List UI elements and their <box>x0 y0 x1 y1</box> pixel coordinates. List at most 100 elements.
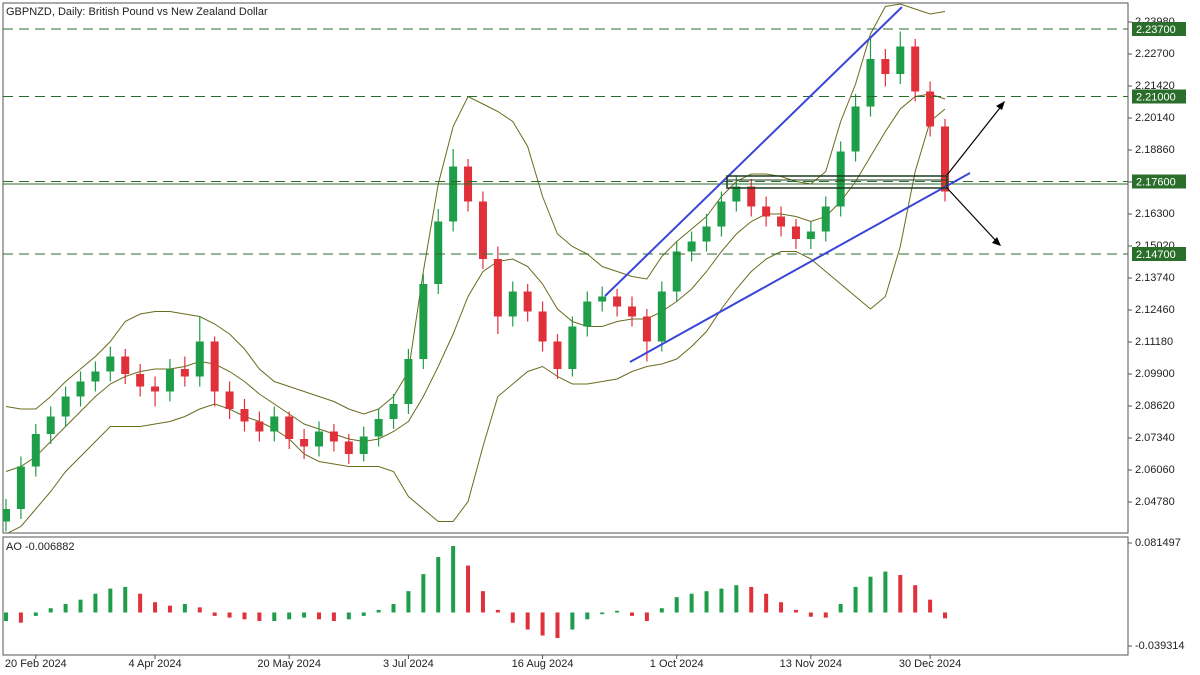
y-tick-label: 2.12460 <box>1135 304 1175 316</box>
candle-body <box>613 296 622 307</box>
level-label-box <box>1132 247 1186 261</box>
arrow-up <box>946 103 1004 176</box>
ao-bar <box>719 588 724 613</box>
y-tick-label: 2.21420 <box>1135 80 1175 92</box>
y-tick-label: 2.08620 <box>1135 400 1175 412</box>
ao-bar <box>287 612 292 620</box>
candle-body <box>165 369 174 392</box>
candle-body <box>508 291 517 317</box>
candle-body <box>151 386 160 392</box>
candle-body <box>568 326 577 369</box>
ao-bar <box>451 545 456 613</box>
x-tick-label: 4 Apr 2024 <box>128 658 181 670</box>
ao-bar <box>167 605 172 613</box>
candle-body <box>434 221 443 284</box>
y-tick-label: -0.039314 <box>1135 640 1185 652</box>
ao-bar <box>346 612 351 620</box>
ao-bar <box>943 612 947 619</box>
candle-body <box>777 216 786 227</box>
level-label-box <box>1132 174 1186 189</box>
candle-body <box>136 374 145 387</box>
y-tick-label: 2.04780 <box>1135 496 1175 508</box>
ao-bar <box>78 599 83 613</box>
ao-bar <box>257 612 262 622</box>
ao-bar <box>108 588 113 613</box>
ao-bar <box>868 576 873 613</box>
candle-body <box>225 391 234 409</box>
candle-body <box>478 201 487 259</box>
candle-body <box>210 341 219 392</box>
ao-bar <box>689 593 694 613</box>
candle-body <box>315 431 323 447</box>
candle-body <box>762 206 771 217</box>
ao-bar <box>644 612 649 622</box>
candle-body <box>300 439 309 447</box>
ao-bar <box>898 574 903 613</box>
candle-body <box>583 301 592 327</box>
ao-bar <box>883 571 888 613</box>
candle-body <box>255 421 264 432</box>
ao-bar <box>808 612 813 617</box>
trend-line-lower <box>629 172 971 363</box>
candle-body <box>791 226 800 239</box>
y-tick-label: 2.22700 <box>1135 48 1175 60</box>
ao-bar <box>570 612 575 630</box>
annotations <box>3 6 1128 363</box>
candle-body <box>61 396 70 417</box>
trend-line-upper <box>604 6 903 297</box>
ao-bar <box>659 608 664 613</box>
candle-body <box>16 466 25 509</box>
ao-bar <box>361 612 366 616</box>
candle-body <box>866 59 875 107</box>
x-tick-label: 3 Jul 2024 <box>383 658 434 670</box>
candle-body <box>881 59 890 74</box>
ao-bar <box>495 609 500 613</box>
ao-bar <box>823 612 828 618</box>
candle-body <box>538 311 547 342</box>
candle-body <box>374 419 383 437</box>
candle-body <box>106 356 115 372</box>
main-frame <box>2 2 1129 534</box>
candle-body <box>180 369 189 377</box>
candle-body <box>896 46 905 74</box>
candle-body <box>121 356 130 374</box>
x-tick-label: 20 May 2024 <box>257 658 321 670</box>
level-label: 2.23700 <box>1136 24 1176 36</box>
candle-body <box>359 436 368 454</box>
candle-body <box>732 186 741 202</box>
candle-body <box>642 316 651 342</box>
ao-bar <box>93 593 98 613</box>
ao-bar <box>600 612 605 615</box>
y-tick-label: 2.20140 <box>1135 112 1175 124</box>
ao-bar <box>272 612 277 622</box>
ao-bar <box>615 610 620 613</box>
level-label: 2.14700 <box>1136 249 1176 261</box>
candle-body <box>285 416 294 439</box>
level-label-box <box>1132 22 1186 36</box>
candle-body <box>389 404 398 419</box>
y-tick-label: 2.11180 <box>1135 336 1173 348</box>
x-tick-label: 13 Nov 2024 <box>780 658 842 670</box>
ao-bar <box>4 612 8 622</box>
y-tick-label: 2.07340 <box>1135 432 1175 444</box>
level-label: 2.17600 <box>1136 176 1176 188</box>
x-tick-label: 20 Feb 2024 <box>5 658 67 670</box>
y-tick-label: 2.16300 <box>1135 208 1175 220</box>
ao-bar <box>317 612 321 620</box>
ao-bar <box>928 599 933 613</box>
candle-body <box>449 166 458 222</box>
ao-bar <box>793 609 798 613</box>
candle-body <box>687 241 696 252</box>
candle-body <box>344 441 353 454</box>
candle-body <box>851 106 860 152</box>
ao-plot <box>4 545 947 639</box>
ao-bar <box>331 612 336 622</box>
ao-bar <box>123 586 128 613</box>
candle-body <box>702 226 711 242</box>
y-tick-label: 2.09900 <box>1135 368 1175 380</box>
ao-bar <box>853 586 858 613</box>
ao-bar <box>764 593 769 613</box>
candle-body <box>926 91 935 127</box>
ao-bar <box>48 608 53 613</box>
